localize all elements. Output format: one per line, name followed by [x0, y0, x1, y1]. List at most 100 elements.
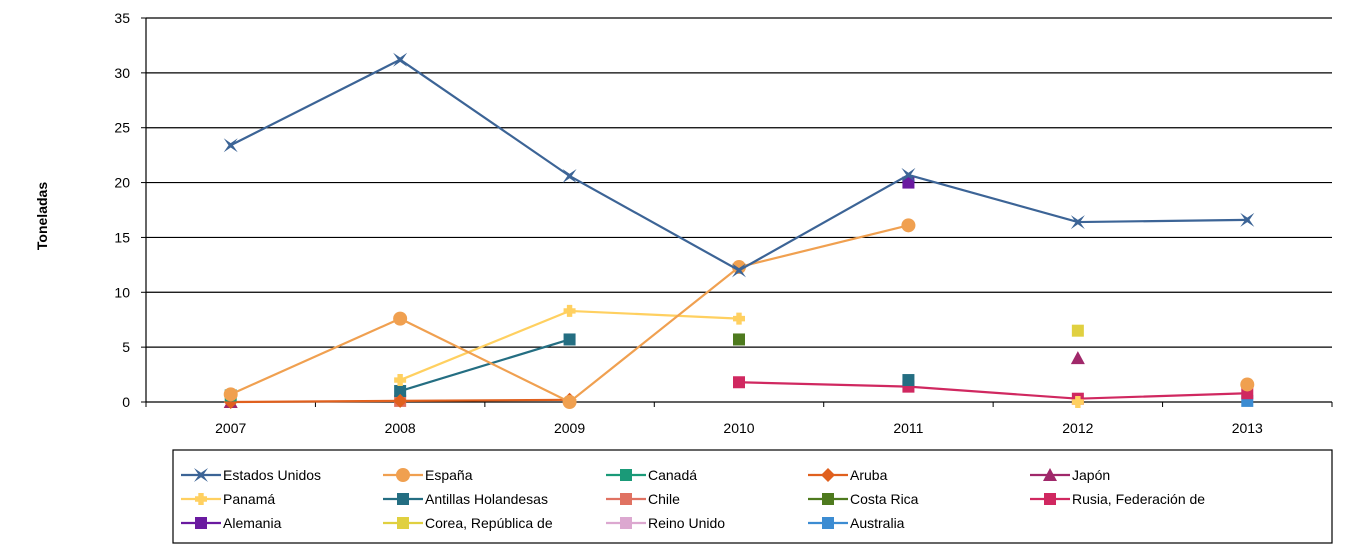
x-tick-label: 2009 [554, 420, 585, 436]
legend-label: Corea, República de [425, 515, 553, 531]
series-11 [1071, 324, 1084, 337]
series-1 [223, 218, 1255, 409]
data-point [1071, 324, 1084, 337]
data-point [223, 138, 238, 153]
series-8 [733, 333, 745, 346]
data-point [223, 387, 238, 402]
data-point [563, 333, 576, 346]
y-tick-label: 35 [114, 10, 130, 26]
legend-item: Corea, República de [383, 515, 553, 531]
legend-item: Chile [606, 491, 680, 507]
series-line [399, 309, 740, 382]
x-tick-label: 2010 [723, 420, 754, 436]
x-tick-label: 2007 [215, 420, 246, 436]
series-0 [223, 52, 1255, 278]
data-point [1240, 212, 1255, 227]
x-axis-ticks: 2007 2008 2009 2010 2011 2012 2013 [145, 402, 1333, 436]
legend-label: Panamá [223, 491, 275, 507]
data-point [394, 385, 407, 398]
series-10 [902, 176, 915, 189]
y-axis-ticks: 0 5 10 15 20 25 30 35 [114, 10, 146, 410]
legend-label: Chile [648, 491, 680, 507]
series-9 [733, 376, 1254, 405]
data-point [396, 468, 410, 482]
data-point [397, 493, 409, 505]
data-point [1043, 468, 1057, 481]
series-line [230, 58, 1248, 272]
legend-item: Canadá [606, 467, 697, 483]
series-4 [223, 351, 1085, 408]
legend-item: Japón [1030, 467, 1110, 483]
data-point [562, 395, 577, 409]
legend-label: España [425, 467, 473, 483]
legend-label: Costa Rica [850, 491, 919, 507]
y-axis-label: Toneladas [34, 182, 50, 250]
data-point [620, 469, 632, 481]
data-point [393, 311, 408, 326]
data-point [1070, 351, 1085, 365]
legend-label: Canadá [648, 467, 697, 483]
data-point [901, 218, 916, 233]
data-point [821, 468, 835, 482]
legend-label: Australia [850, 515, 905, 531]
data-point [902, 176, 915, 189]
data-point [620, 493, 632, 505]
legend-item: Estados Unidos [181, 467, 321, 483]
legend-label: Reino Unido [648, 515, 725, 531]
data-point [1070, 215, 1085, 230]
y-tick-label: 20 [114, 175, 130, 191]
x-tick-label: 2011 [893, 420, 923, 436]
y-tick-label: 5 [122, 339, 130, 355]
legend-item: Antillas Holandesas [383, 491, 548, 507]
data-point [733, 333, 745, 346]
data-point [902, 374, 915, 387]
legend-item: Panamá [181, 491, 275, 507]
series-6 [394, 333, 915, 398]
legend-item: Rusia, Federación de [1030, 491, 1205, 507]
legend-box [172, 449, 1333, 544]
x-tick-label: 2012 [1062, 420, 1093, 436]
data-point [393, 393, 408, 408]
data-point [733, 312, 745, 325]
x-tick-label: 2008 [385, 420, 416, 436]
legend-label: Aruba [850, 467, 888, 483]
y-tick-label: 10 [114, 284, 130, 300]
legend-item: Costa Rica [808, 491, 919, 507]
legend-label: Rusia, Federación de [1072, 491, 1205, 507]
data-point [1071, 396, 1084, 408]
data-point [732, 263, 746, 278]
legend-item: Alemania [181, 515, 282, 531]
series-line [399, 338, 570, 393]
data-point [1044, 493, 1056, 505]
legend-item: Reino Unido [606, 515, 725, 531]
legend-label: Estados Unidos [223, 467, 321, 483]
legend-label: Alemania [223, 515, 282, 531]
y-tick-label: 30 [114, 65, 130, 81]
legend-label: Japón [1072, 467, 1110, 483]
data-point [732, 260, 746, 275]
data-point [195, 493, 207, 505]
series-5 [394, 304, 1084, 408]
data-point [901, 167, 916, 182]
data-point [620, 517, 632, 529]
data-point [394, 374, 407, 387]
data-point [393, 52, 408, 67]
series-group [223, 52, 1255, 409]
data-point [562, 168, 577, 183]
series-3 [223, 392, 577, 409]
legend-item: Australia [808, 515, 905, 531]
legend-item: España [383, 467, 473, 483]
data-point [733, 376, 745, 389]
y-tick-label: 0 [122, 394, 130, 410]
y-tick-label: 25 [114, 120, 130, 136]
legend: Estados Unidos España Canadá Aruba Japón Pana… [172, 449, 1333, 544]
x-tick-label: 2013 [1232, 420, 1263, 436]
data-point [822, 517, 834, 529]
data-point [195, 517, 207, 529]
series-line [738, 381, 1248, 400]
data-point [563, 304, 576, 317]
data-point [194, 468, 208, 482]
legend-label: Antillas Holandesas [425, 491, 548, 507]
grid-lines [145, 17, 1332, 403]
